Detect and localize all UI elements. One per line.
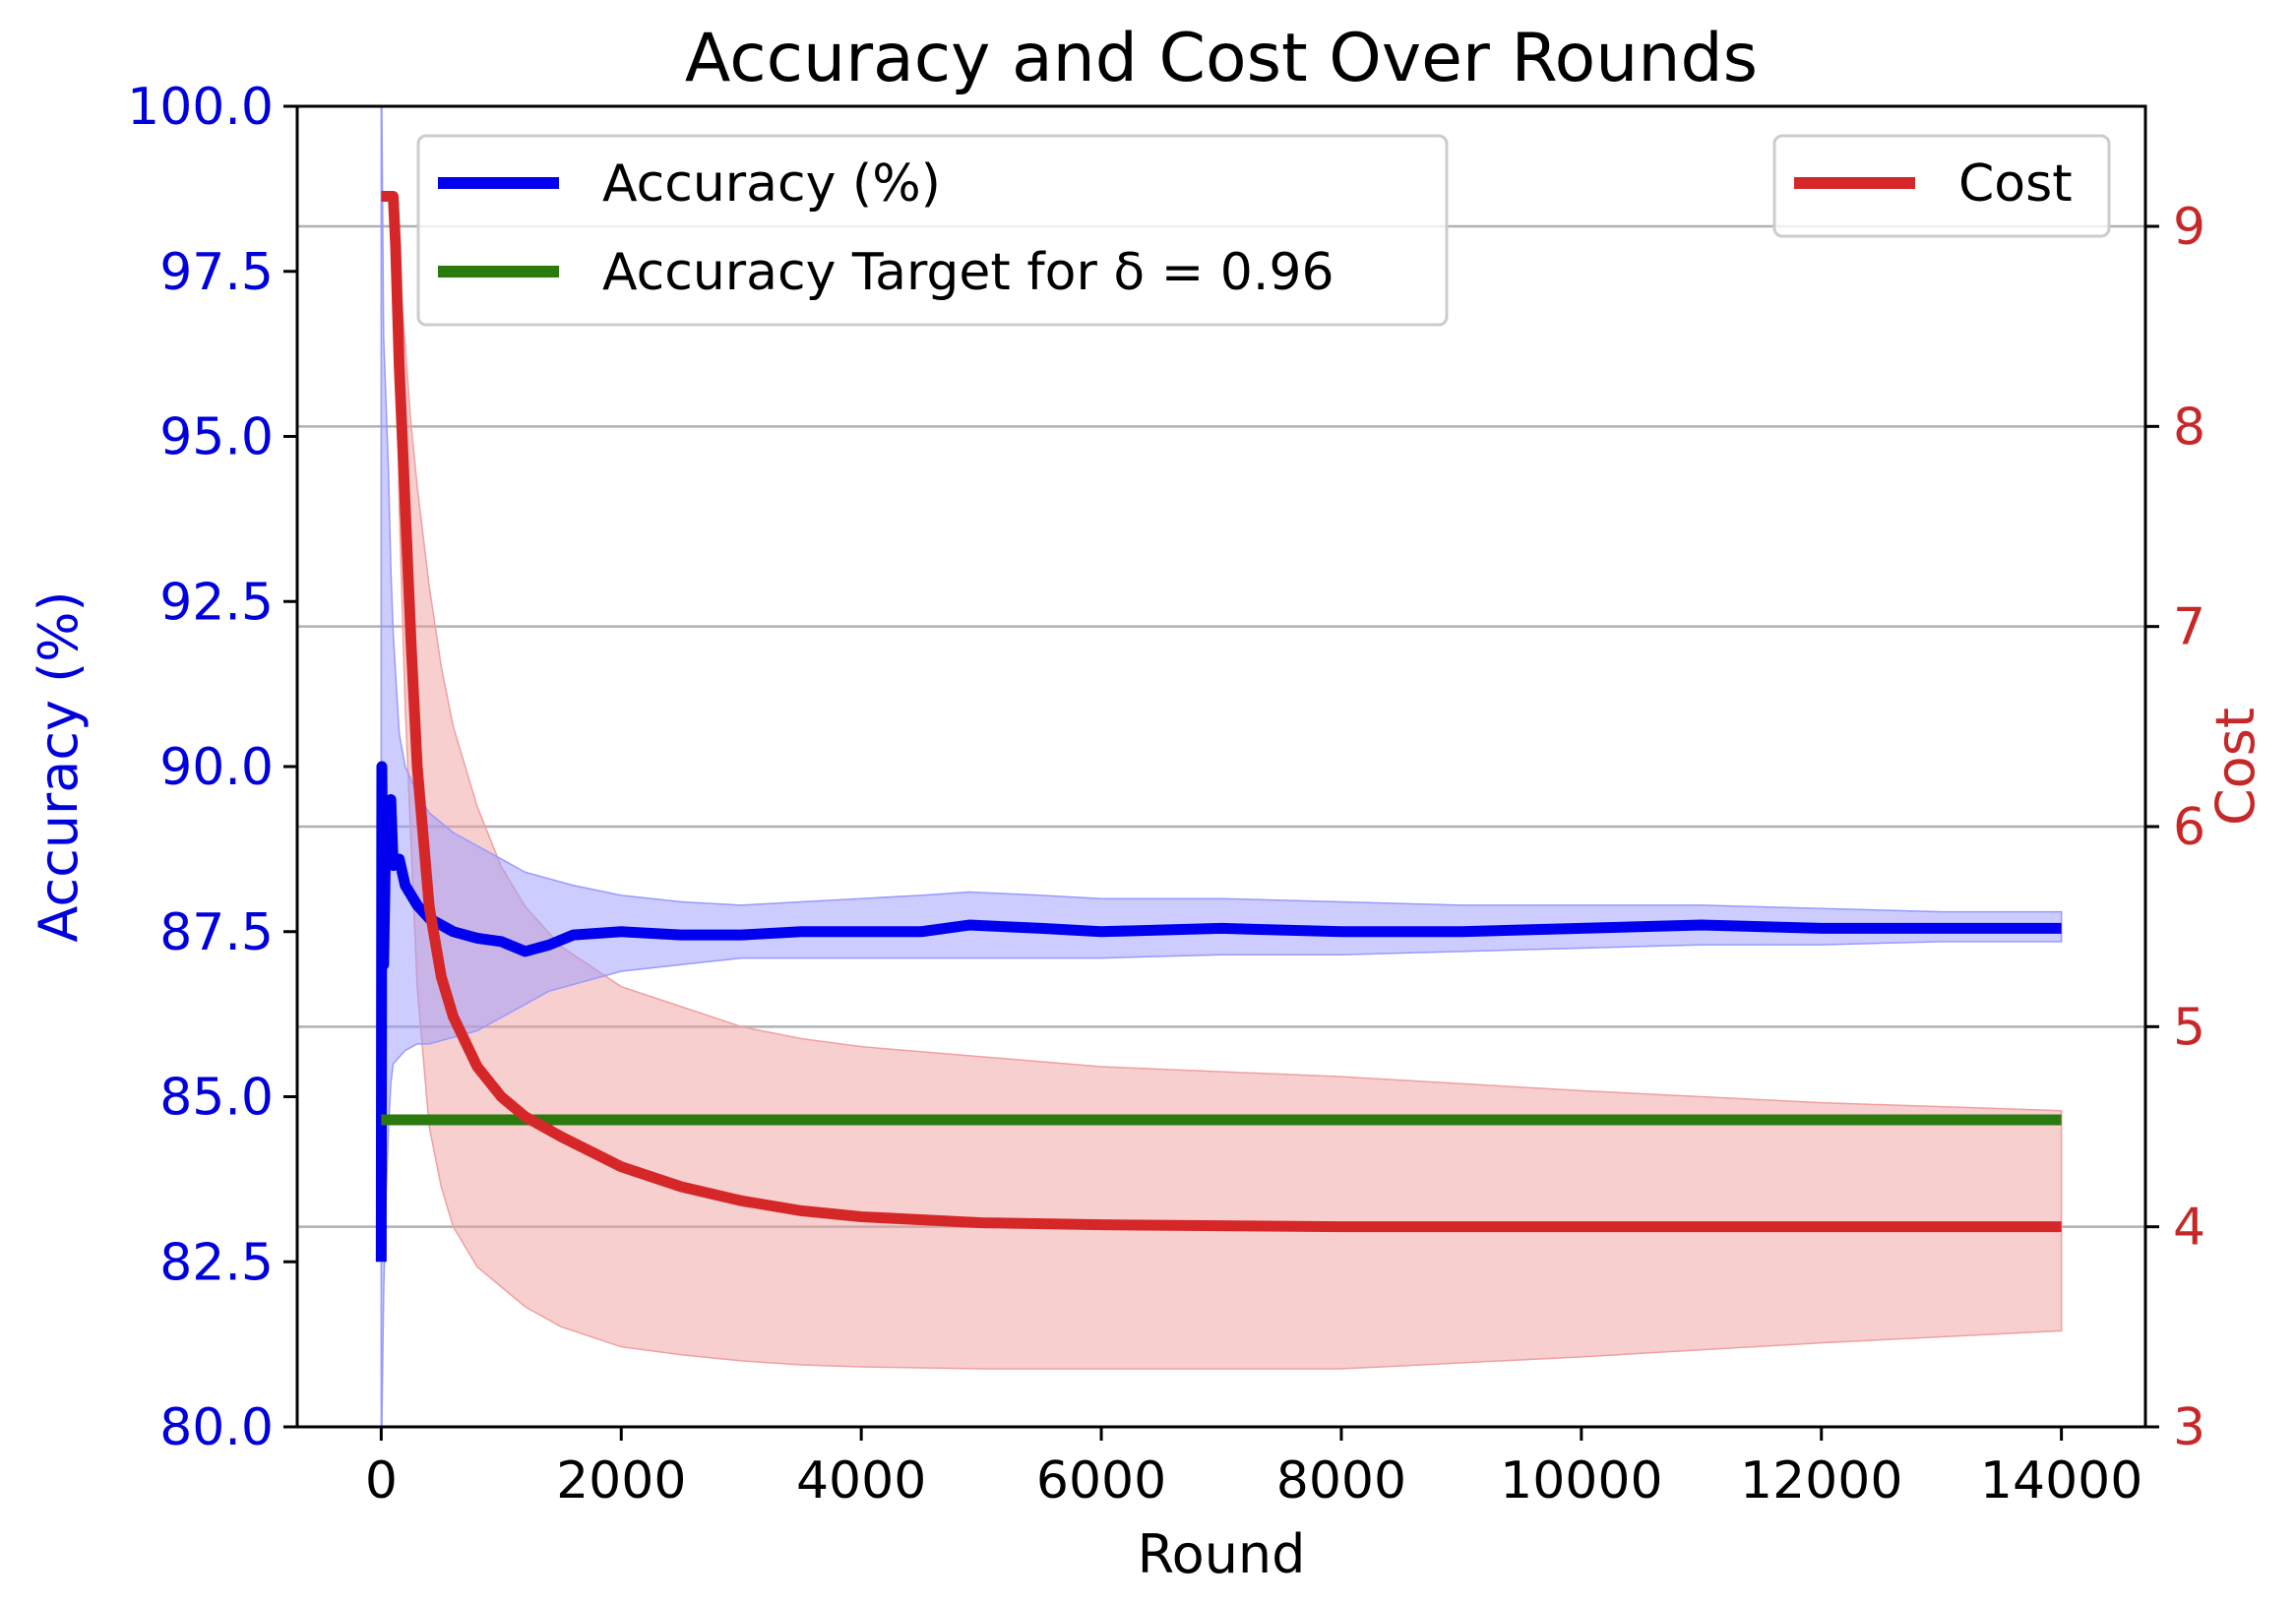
y-axis-left-label: Accuracy (%): [28, 590, 90, 942]
legend-right-box: [1772, 134, 2111, 238]
x-tick-label-8000: 8000: [1276, 1451, 1406, 1511]
x-axis-label: Round: [1138, 1523, 1306, 1585]
plot-content: [375, 105, 2063, 1428]
y-left-tick-label-85.0: 85.0: [159, 1069, 274, 1128]
y-right-tick-label-3: 3: [2173, 1398, 2205, 1457]
x-tick-label-14000: 14000: [1980, 1451, 2142, 1511]
y-left-tick-label-97.5: 97.5: [159, 243, 274, 302]
y-left-tick-label-82.5: 82.5: [159, 1233, 274, 1292]
y-axis-right-label: Cost: [2204, 708, 2266, 826]
x-tick-label-12000: 12000: [1740, 1451, 1902, 1511]
y-right-tick-label-7: 7: [2173, 598, 2205, 657]
y-left-tick-label-80.0: 80.0: [159, 1398, 274, 1457]
accuracy-band: [380, 105, 2063, 1428]
y-left-tick-label-87.5: 87.5: [159, 903, 274, 962]
chart-title: Accuracy and Cost Over Rounds: [685, 20, 1758, 97]
y-right-tick-label-4: 4: [2173, 1199, 2205, 1258]
series-line-accuracy: [375, 761, 2062, 1263]
y-left-tick-label-92.5: 92.5: [159, 573, 274, 632]
y-right-tick-label-9: 9: [2173, 198, 2205, 257]
cost-band: [381, 195, 2063, 1370]
x-axis: 0 2000 4000 6000 8000 10000 12000 14000: [365, 1427, 2142, 1511]
y-axis-right: 3 4 5 6 7 8 9: [2145, 198, 2205, 1457]
x-tick-label-4000: 4000: [796, 1451, 926, 1511]
legend-label-cost: Cost: [1958, 154, 2073, 214]
legend-label-target: Accuracy Target for δ = 0.96: [602, 243, 1334, 302]
x-tick-label-2000: 2000: [556, 1451, 686, 1511]
x-tick-label-6000: 6000: [1036, 1451, 1166, 1511]
y-left-tick-label-95.0: 95.0: [159, 408, 274, 467]
y-right-tick-label-8: 8: [2173, 398, 2205, 457]
y-axis-left: 80.0 82.5 85.0 87.5 90.0 92.5 95.0 97.5 100.0: [127, 78, 297, 1457]
y-left-tick-label-100.0: 100.0: [127, 78, 274, 137]
series-line-cost: [381, 191, 2062, 1233]
legend-left-box: [416, 134, 1449, 327]
y-right-tick-label-5: 5: [2173, 998, 2205, 1057]
legend-right: Cost: [1772, 134, 2111, 238]
legend-label-accuracy: Accuracy (%): [602, 154, 941, 214]
x-tick-label-10000: 10000: [1500, 1451, 1662, 1511]
y-left-tick-label-90.0: 90.0: [159, 738, 274, 797]
legend-left: Accuracy (%) Accuracy Target for δ = 0.9…: [416, 134, 1449, 327]
x-tick-label-0: 0: [365, 1451, 398, 1511]
y-right-tick-label-6: 6: [2173, 798, 2205, 857]
